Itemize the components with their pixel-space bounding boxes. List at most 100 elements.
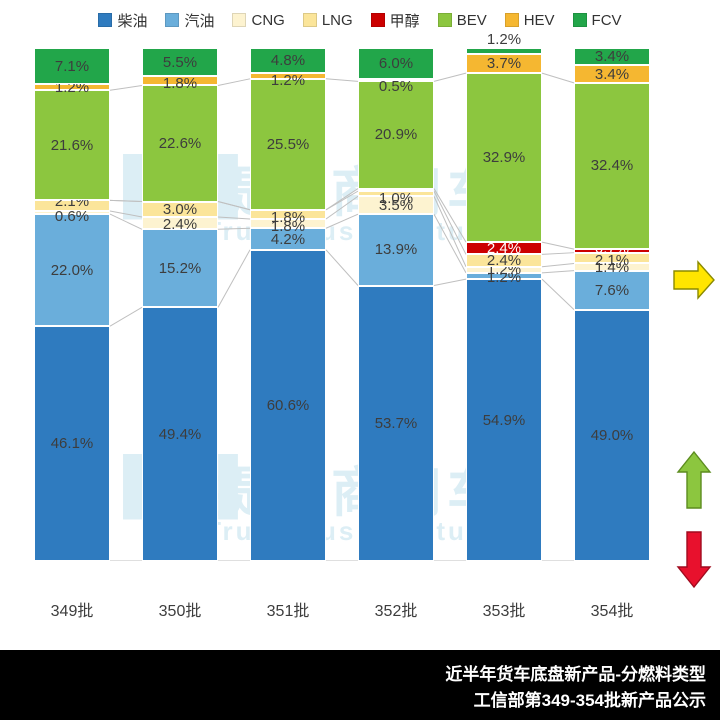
bar-segment-LNG: 2.1% <box>574 252 650 269</box>
footer-banner: 近半年货车底盘新产品-分燃料类型 工信部第349-354批新产品公示 <box>0 650 720 720</box>
bar-segment-label: 2.4% <box>486 239 522 257</box>
bar-column: 49.4% 15.2% 2.4% 3.0% 22.6% 1.8% 5.5% <box>142 48 218 561</box>
legend-item-FCV[interactable]: FCV <box>572 11 622 29</box>
bar-segment-HEV: 0.5% <box>358 78 434 95</box>
bar-segment-LNG: 1.8% <box>250 209 326 226</box>
bar-segment-BEV: 21.6% <box>34 90 110 201</box>
bar-segment-汽油: 13.9% <box>358 214 434 286</box>
bar-segment-柴油: 53.7% <box>358 285 434 561</box>
footer-subtitle: 工信部第349-354批新产品公示 <box>473 691 706 710</box>
bar-segment-label: 1.8% <box>270 208 306 226</box>
x-axis-label-352批: 352批 <box>374 603 418 620</box>
bar-segment-label: 3.5% <box>378 196 414 214</box>
legend-swatch-icon <box>302 13 317 27</box>
legend-label: 甲醇 <box>389 12 420 30</box>
legend-item-柴油[interactable]: 柴油 <box>98 10 147 31</box>
bar-segment-label: 1.2% <box>486 269 522 287</box>
legend-label: 柴油 <box>117 12 148 30</box>
legend-swatch-icon <box>504 13 519 27</box>
bar-segment-FCV: 7.1% <box>34 48 110 85</box>
legend-swatch-icon <box>370 13 385 27</box>
legend-label: HEV <box>523 11 555 29</box>
bar-segment-柴油: 46.1% <box>34 326 110 561</box>
bar-segment-label: 49.4% <box>158 425 202 443</box>
bar-segment-label: 2.4% <box>486 252 522 270</box>
bar-segment-BEV: 32.4% <box>574 82 650 250</box>
legend-swatch-icon <box>232 13 247 27</box>
x-axis-label-349批: 349批 <box>50 603 94 620</box>
bar-segment-label: 1.2% <box>486 30 522 48</box>
yellow-right-arrow <box>673 260 715 300</box>
x-axis-label-353批: 353批 <box>482 603 526 620</box>
bar-segment-label: 20.9% <box>374 126 418 144</box>
bar-segment-柴油: 49.4% <box>142 307 218 561</box>
bar-segment-label: 4.8% <box>270 51 306 69</box>
legend-label: CNG <box>251 11 285 29</box>
x-axis-label-351批: 351批 <box>266 603 310 620</box>
legend-item-HEV[interactable]: HEV <box>504 11 555 29</box>
bar-segment-HEV: 3.4% <box>574 65 650 83</box>
bar-segment-label: 4.2% <box>270 230 306 248</box>
bar-segment-label: 32.9% <box>482 149 526 167</box>
bar-segment-label: 2.1% <box>594 251 630 269</box>
legend-item-CNG[interactable]: CNG <box>232 11 285 29</box>
bar-segment-BEV: 25.5% <box>250 78 326 210</box>
legend-label: FCV <box>591 11 622 29</box>
bar-segment-柴油: 60.6% <box>250 249 326 561</box>
bar-segment-label: 3.4% <box>594 48 630 66</box>
legend-swatch-icon <box>165 13 180 27</box>
x-axis-label-350批: 350批 <box>158 603 202 620</box>
bar-segment-甲醇: 2.4% <box>466 239 542 257</box>
bar-column: 60.6% 4.2% 1.8% 1.8% 25.5% 1.2% 4.8% <box>250 48 326 561</box>
bar-segment-LNG: 3.0% <box>142 200 218 218</box>
bar-segment-label: 1.2% <box>270 71 306 89</box>
bar-segment-FCV: 6.0% <box>358 48 434 79</box>
red-down-arrow <box>676 531 712 589</box>
bar-segment-HEV: 1.8% <box>142 75 218 92</box>
bar-segment-label: 13.9% <box>374 241 418 259</box>
legend-label: BEV <box>456 11 487 29</box>
bar-segment-label: 2.4% <box>162 215 198 233</box>
bar-column: 49.0%7.6%1.4%2.1%0.7%32.4%3.4%3.4% <box>574 48 650 561</box>
bar-segment-label: 3.0% <box>162 200 198 218</box>
bar-segment-汽油: 1.2% <box>466 269 542 286</box>
legend-item-汽油[interactable]: 汽油 <box>165 10 214 31</box>
bar-segment-HEV: 1.2% <box>250 72 326 89</box>
bar-segment-label: 15.2% <box>158 259 202 277</box>
bar-segment-柴油: 49.0% <box>574 309 650 561</box>
bar-segment-BEV: 32.9% <box>466 73 542 243</box>
legend-item-BEV[interactable]: BEV <box>437 11 487 29</box>
bar-segment-label: 0.5% <box>378 77 414 95</box>
bar-segment-label: 54.9% <box>482 411 526 429</box>
bar-segment-汽油: 7.6% <box>574 270 650 310</box>
legend-swatch-icon <box>437 13 452 27</box>
green-up-arrow <box>676 450 712 509</box>
bar-segment-汽油: 22.0% <box>34 214 110 327</box>
bar-segment-LNG: 2.4% <box>466 252 542 270</box>
bar-segment-甲醇: 0.5% <box>358 175 434 192</box>
bar-segment-label: 7.6% <box>594 281 630 299</box>
bar-segment-label: 5.5% <box>162 53 198 71</box>
bar-segment-label: 60.6% <box>266 396 310 414</box>
bar-segment-HEV: 1.2% <box>34 79 110 96</box>
bar-segment-FCV: 4.8% <box>250 48 326 73</box>
bar-segment-BEV: 20.9% <box>358 81 434 189</box>
bar-segment-label: 1.0% <box>378 190 414 208</box>
legend-label: LNG <box>321 11 353 29</box>
stacked-bars: 46.1% 22.0% 0.6% 2.1% 21.6% 1.2% 7.1% 49.4% 15.2… <box>0 31 720 561</box>
legend-item-甲醇[interactable]: 甲醇 <box>370 10 420 31</box>
bar-segment-汽油: 4.2% <box>250 228 326 250</box>
bar-segment-label: 22.6% <box>158 135 202 152</box>
bar-segment-label: 6.0% <box>378 54 414 72</box>
bar-segment-汽油: 15.2% <box>142 229 218 308</box>
chart-legend: 柴油 汽油 CNG LNG 甲醇 BEV HEV FCV <box>0 6 720 34</box>
bar-segment-LNG: 2.1% <box>34 193 110 211</box>
bar-segment-label: 21.6% <box>50 136 94 154</box>
bar-segment-FCV: 1.2% <box>466 31 542 55</box>
bar-segment-BEV: 22.6% <box>142 85 218 202</box>
legend-item-LNG[interactable]: LNG <box>302 11 353 29</box>
legend-label: 汽油 <box>184 12 215 30</box>
bar-segment-label: 53.7% <box>374 414 418 432</box>
bar-segment-CNG: 0.6% <box>34 208 110 225</box>
bar-segment-label: 49.0% <box>590 426 634 444</box>
